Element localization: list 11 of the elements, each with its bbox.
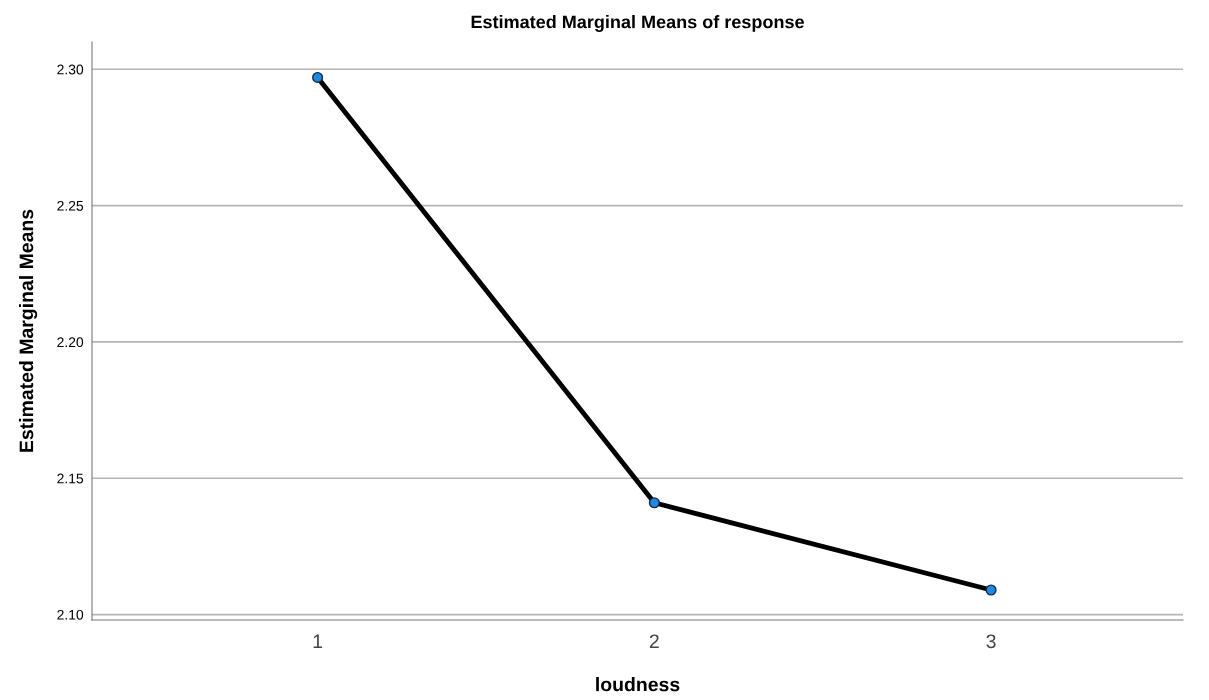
- y-tick-label: 2.30: [57, 64, 84, 75]
- x-tick-label: 2: [649, 634, 659, 648]
- x-tick-label: 3: [986, 634, 996, 649]
- chart-title: Estimated Marginal Means of response: [471, 15, 804, 32]
- x-tick-label: 1: [313, 634, 323, 648]
- y-axis-title: Estimated Marginal Means: [18, 209, 38, 452]
- y-tick-label: 2.25: [57, 200, 84, 211]
- y-tick-label: 2.10: [57, 609, 84, 620]
- y-tick-label: 2.20: [57, 337, 84, 348]
- y-tick-label: 2.15: [57, 473, 84, 484]
- x-axis-title: loudness: [596, 677, 680, 692]
